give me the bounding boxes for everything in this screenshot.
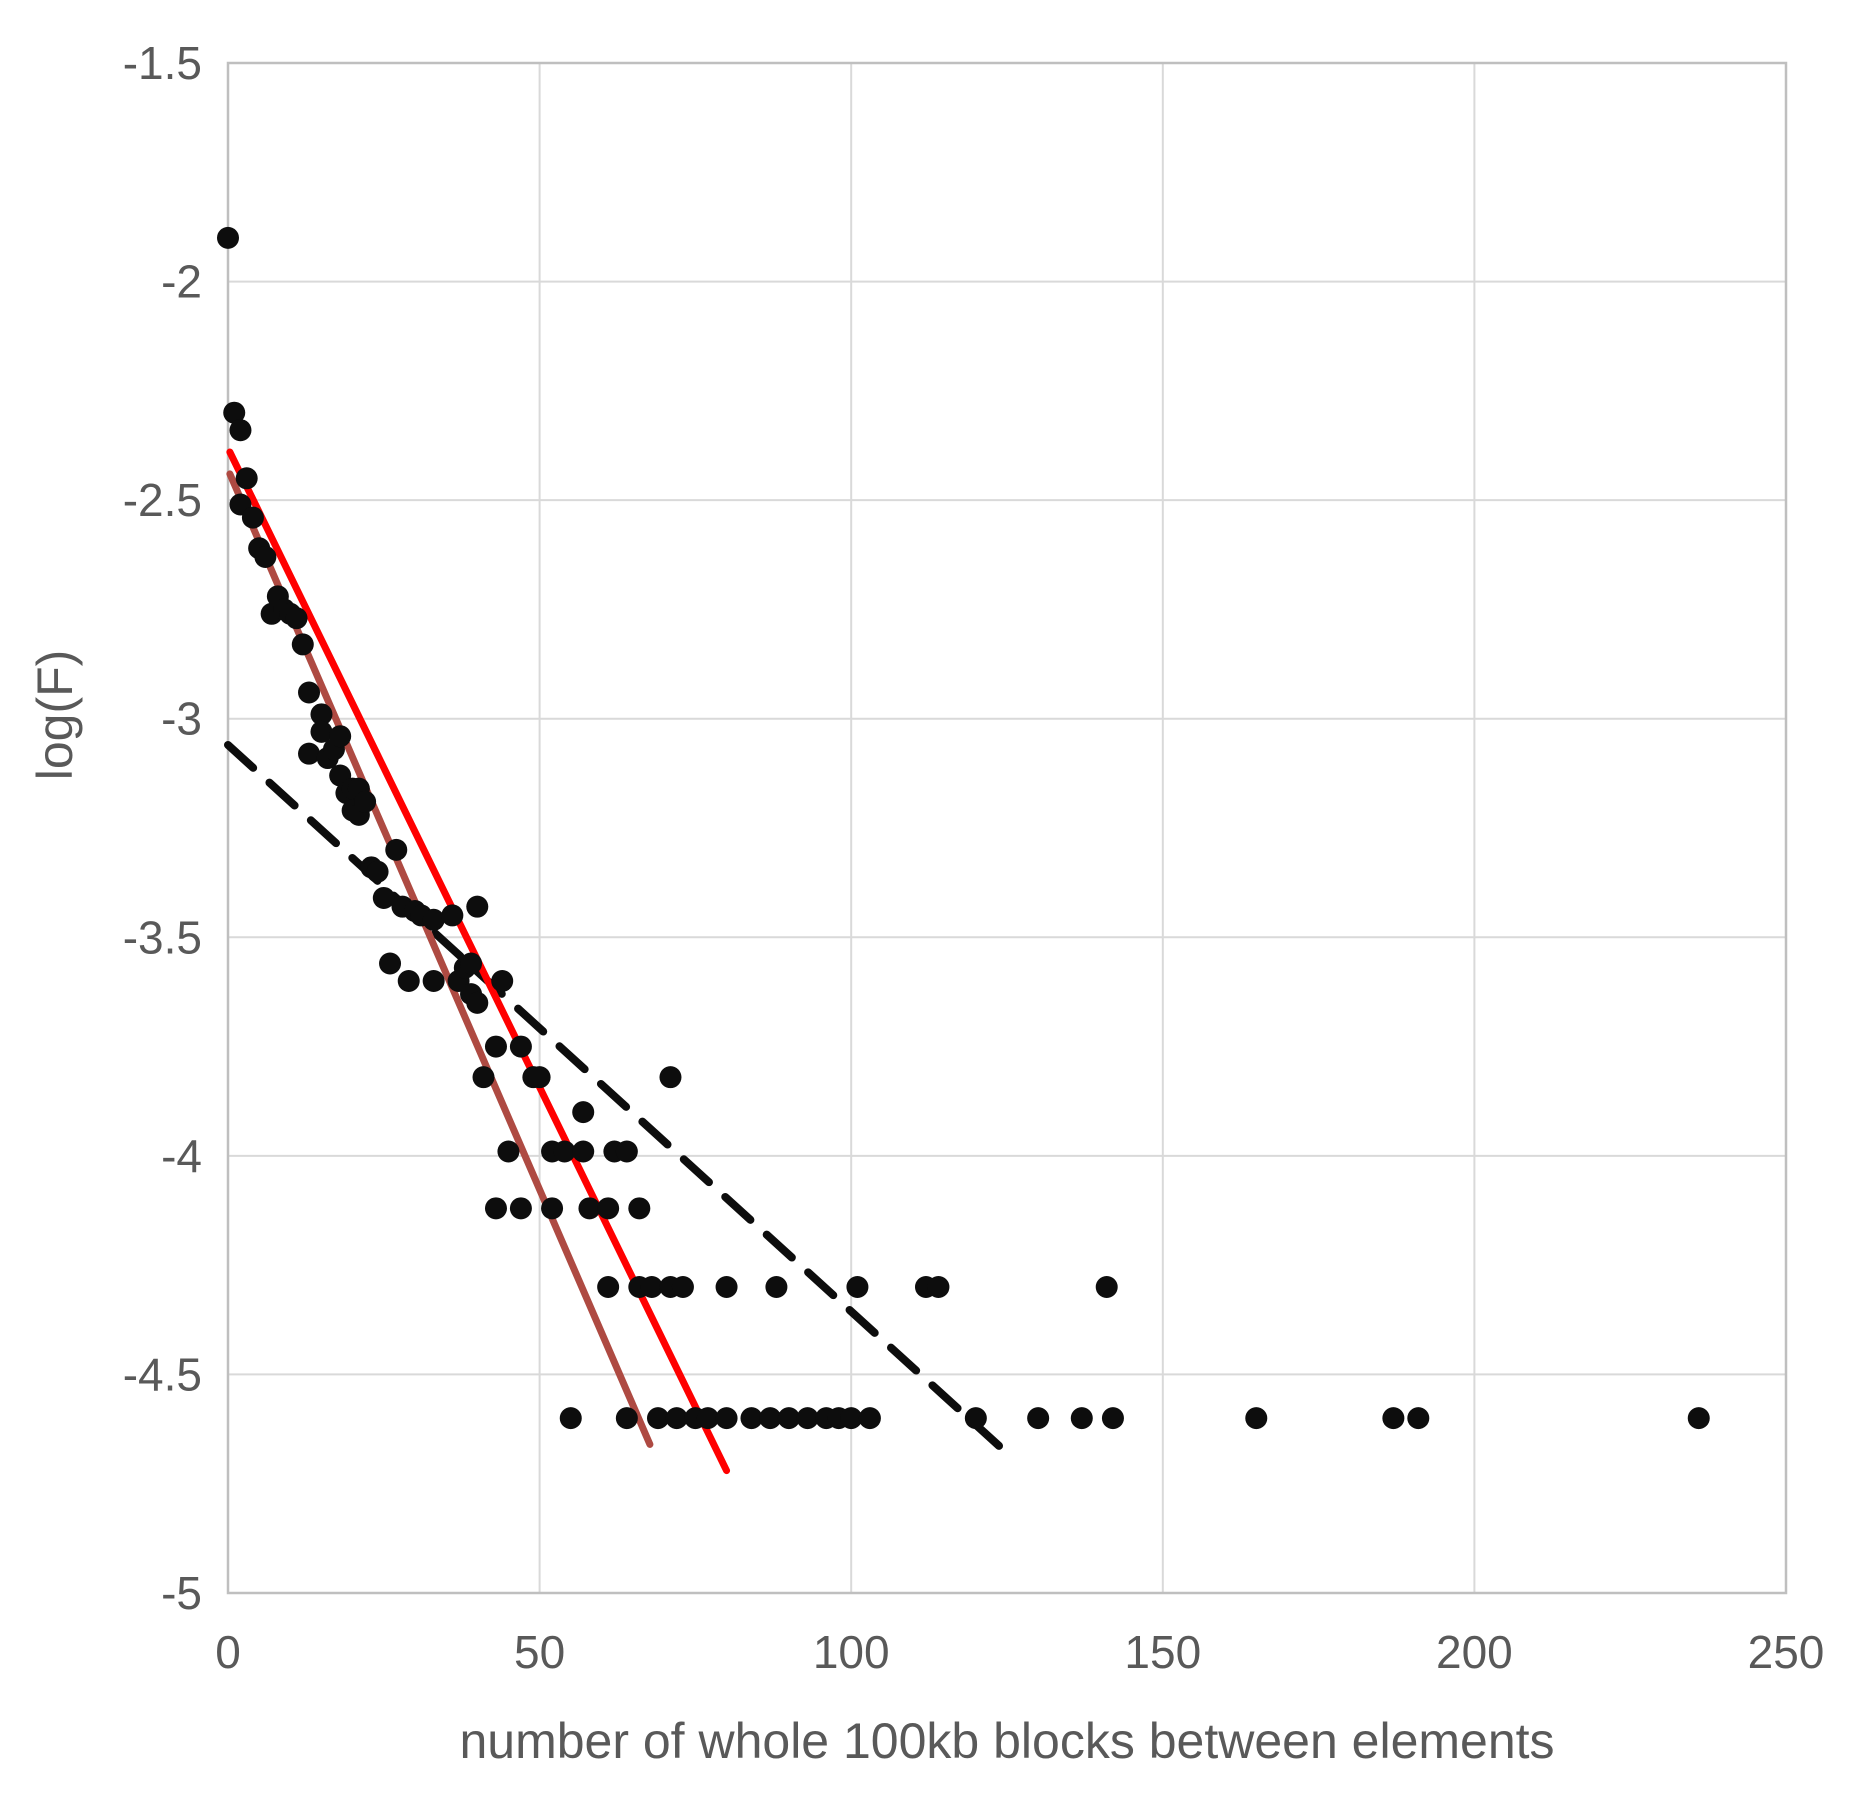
data-point [466,991,489,1014]
y-tick-label: -3 [161,693,202,745]
data-point [665,1407,688,1430]
data-point [927,1276,950,1298]
data-point [441,904,464,927]
data-point [858,1407,881,1430]
data-point [466,895,489,918]
data-point [397,970,420,992]
data-point [578,1197,601,1220]
data-point [298,681,321,704]
y-axis-title: log(F) [27,650,83,781]
data-point [628,1197,651,1220]
data-point [671,1276,694,1298]
x-tick-label: 50 [514,1626,565,1678]
data-point [223,401,246,424]
data-point [715,1407,738,1430]
data-point [541,1197,564,1220]
data-point [310,720,333,743]
data-point [484,1035,507,1058]
data-point [1245,1407,1268,1430]
x-tick-label: 0 [215,1626,241,1678]
data-point [1407,1407,1430,1430]
trend-line-layer [224,448,1011,1475]
data-point [740,1407,763,1430]
data-point [559,1407,582,1430]
data-point [422,908,445,931]
data-point [597,1276,620,1298]
data-point [509,1197,532,1220]
data-point [1027,1407,1050,1430]
data-point [659,1066,682,1089]
data-point [796,1407,819,1430]
data-point [777,1407,800,1430]
data-point [372,886,395,909]
data-point [241,506,264,529]
x-tick-label: 150 [1124,1626,1201,1678]
x-axis-title: number of whole 100kb blocks between ele… [459,1713,1554,1769]
data-point [235,467,258,490]
y-tick-label: -1.5 [123,37,202,89]
data-point [528,1066,551,1089]
data-point [509,1035,532,1058]
data-point [765,1276,788,1298]
data-point [354,790,377,813]
y-tick-label: -2.5 [123,474,202,526]
plot-border-layer [226,61,1788,1595]
data-point [615,1407,638,1430]
tick-label-layer: 0 50 100 150 200 250 -1.5 -2 -2.5 -3 -3.5 -4 -4.5 -5 [123,37,1825,1678]
data-point [285,607,308,630]
data-point [291,633,314,656]
data-point [1070,1407,1093,1430]
y-tick-label: -2 [161,256,202,308]
data-point [298,742,321,765]
data-point [1687,1407,1710,1430]
data-point-layer [217,226,1710,1430]
gridline-layer [228,63,1787,1593]
data-point [572,1140,595,1163]
data-point [615,1140,638,1163]
data-point [329,725,352,748]
data-point [379,952,402,975]
data-point [840,1407,863,1430]
data-point [759,1407,782,1430]
y-tick-label: -5 [161,1567,202,1619]
data-point [647,1407,670,1430]
y-tick-label: -4 [161,1130,202,1182]
data-point [553,1140,576,1163]
data-point [484,1197,507,1220]
data-point [366,860,389,883]
data-point [696,1407,719,1430]
data-point [1095,1276,1118,1298]
y-tick-label: -3.5 [123,911,202,963]
data-point [497,1140,520,1163]
data-point [254,545,277,568]
dashed-black-fit-line [224,740,1011,1458]
y-tick-label: -4.5 [123,1348,202,1400]
data-point [715,1276,738,1298]
data-point [310,703,333,726]
data-point [1101,1407,1124,1430]
data-point [460,952,483,975]
data-point [422,970,445,992]
data-point [472,1066,495,1089]
data-point [491,970,514,992]
x-tick-label: 100 [813,1626,890,1678]
data-point [846,1276,869,1298]
data-point [1382,1407,1405,1430]
data-point [597,1197,620,1220]
x-tick-label: 250 [1748,1626,1825,1678]
data-point [572,1101,595,1124]
data-point [229,419,252,442]
plot-border [226,61,1788,1595]
data-point [640,1276,663,1298]
x-tick-label: 200 [1436,1626,1513,1678]
data-point [217,226,239,249]
data-point [385,838,408,861]
data-point [964,1407,987,1430]
